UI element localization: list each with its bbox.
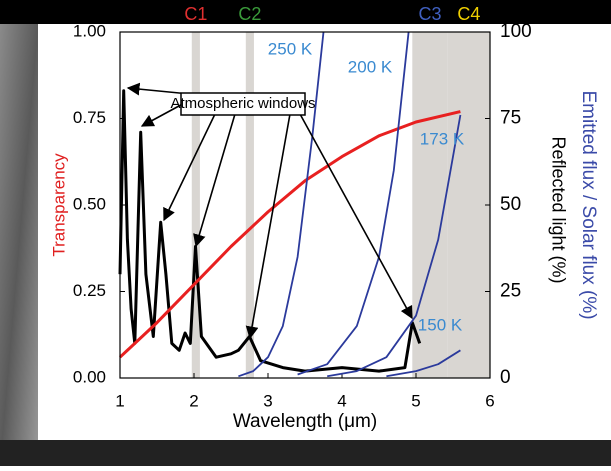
band-label: C4	[457, 4, 480, 24]
series-line	[297, 31, 410, 376]
arrow	[193, 113, 236, 248]
curve-label: 250 K	[268, 39, 313, 58]
x-tick-label: 1	[115, 391, 124, 410]
band	[191, 32, 200, 378]
y2-tick-label: 50	[500, 194, 521, 215]
y2-tick-label: 100	[500, 21, 532, 42]
y2-tick-label: 0	[500, 367, 511, 388]
band	[447, 32, 490, 378]
x-axis-label: Wavelength (μm)	[233, 411, 377, 432]
y2-tick-label: 25	[500, 281, 521, 302]
arrow	[245, 113, 291, 340]
plot-frame	[119, 31, 491, 379]
annotation-arrows	[126, 82, 413, 340]
x-tick-label: 4	[337, 391, 346, 410]
bottom-strip	[0, 440, 611, 466]
curve-label: 173 K	[420, 129, 465, 148]
series-line	[386, 349, 461, 378]
y2-tick-label: 75	[500, 108, 521, 129]
x-tick-label: 5	[411, 391, 420, 410]
y-axis-label: Transparency	[49, 153, 68, 257]
arrow	[299, 113, 413, 320]
arrow	[163, 113, 216, 222]
annotation: Atmospheric windows	[170, 95, 315, 112]
x-tick-label: 2	[189, 391, 198, 410]
x-tick-label: 6	[485, 391, 494, 410]
band	[245, 32, 254, 378]
curve-label: 150 K	[418, 315, 463, 334]
y2-axis-label-2: Emitted flux / Solar flux (%)	[578, 90, 599, 319]
y-tick-label: 0.75	[73, 108, 106, 127]
y-tick-label: 0.50	[73, 194, 106, 213]
y-tick-label: 0.25	[73, 281, 106, 300]
y2-axis-label: Reflected light (%)	[548, 136, 568, 283]
top-strip	[0, 0, 611, 24]
annotation-box	[180, 92, 306, 116]
x-tick-label: 3	[263, 391, 272, 410]
band-label: C3	[419, 4, 442, 24]
series-line	[118, 89, 422, 373]
series-line	[327, 114, 462, 378]
y-tick-label: 0.00	[73, 367, 106, 386]
band-label: C2	[238, 4, 261, 24]
curve-label: 200 K	[348, 57, 393, 76]
band-label: C1	[184, 4, 207, 24]
y-tick-label: 1.00	[73, 21, 106, 40]
band	[412, 32, 448, 378]
left-texture	[0, 24, 38, 466]
